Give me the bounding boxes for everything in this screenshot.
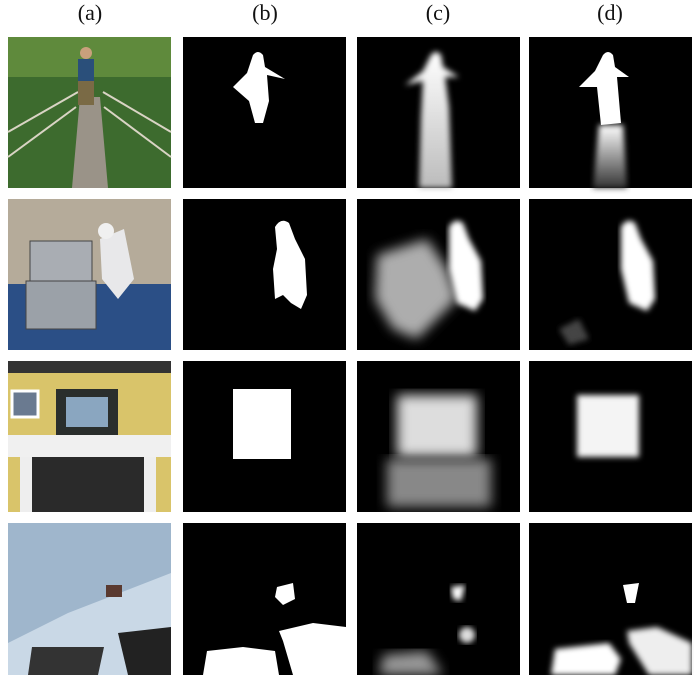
photo [8,523,171,675]
mask [357,361,520,512]
false-positive [387,459,491,507]
photo [8,361,171,512]
mask [529,523,692,675]
faded-region [593,125,627,188]
background [357,523,520,675]
silhouette [405,52,459,188]
mask [183,199,346,350]
post [144,457,156,512]
walkway [72,97,108,188]
silhouette [203,647,279,675]
background [529,199,692,350]
mask [183,361,346,512]
person-head [98,223,114,239]
silhouette [621,220,655,311]
person [118,627,171,675]
silhouette [233,52,285,123]
mask [357,199,520,350]
silhouette [451,585,465,601]
person-head [80,47,92,59]
silhouette [279,623,346,675]
column-label: (c) [426,0,450,25]
mask [529,199,692,350]
mask [529,361,692,512]
false-positive [375,239,457,339]
person [106,585,122,597]
silhouette [623,583,639,603]
column-label: (b) [252,0,278,25]
silhouette [579,52,629,125]
silhouette [627,627,692,675]
silhouette [397,395,477,457]
equipment [25,280,97,330]
person [28,647,104,675]
mask [183,523,346,675]
person-legs [78,81,94,105]
equipment [29,240,93,282]
railing [8,435,171,457]
person [78,59,94,81]
mask [183,37,346,188]
person [100,229,134,299]
post [20,457,32,512]
silhouette [577,395,639,457]
background [183,199,346,350]
mask [529,37,692,188]
silhouette [273,220,307,309]
silhouette [459,627,475,643]
eave [8,361,171,373]
silhouette [551,643,621,675]
ropes [7,91,172,158]
window [10,389,40,419]
door-window [66,397,108,427]
mask [357,37,520,188]
silhouette [449,220,483,311]
silhouette [379,651,443,675]
photo [8,199,171,350]
column-label: (d) [597,0,623,25]
photo [7,37,172,188]
column-label: (a) [78,0,102,25]
ice-wall [8,523,171,643]
mask [357,523,520,675]
silhouette [275,583,295,605]
stairs [30,457,146,512]
faded-region [559,319,589,345]
silhouette [233,389,291,459]
